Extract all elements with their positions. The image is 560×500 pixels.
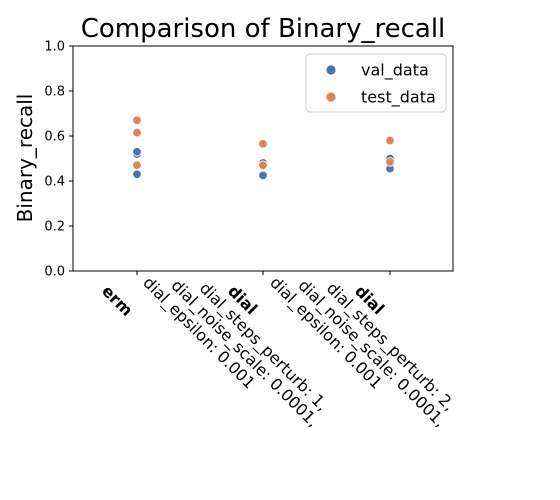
test_data-point — [132, 115, 142, 125]
legend-label: test_data — [361, 88, 436, 108]
test_data-point — [132, 127, 142, 138]
test_data-point — [132, 160, 142, 170]
legend-marker-test_data — [325, 91, 337, 103]
y-axis-ticks: 0.0 0.2 0.4 0.6 0.8 1.0 — [44, 40, 73, 280]
y-tick-label: 0.0 — [44, 265, 65, 280]
x-tick-label: erm — [98, 281, 136, 319]
val_data-point — [132, 169, 142, 179]
legend-label: val_data — [361, 61, 429, 81]
legend-marker-val_data — [325, 64, 337, 76]
data-points — [132, 115, 395, 181]
test_data-point — [258, 139, 268, 149]
y-axis-label: Binary_recall — [13, 94, 37, 223]
y-tick-label: 1.0 — [44, 40, 65, 55]
x-tick-label-group: erm — [98, 281, 136, 319]
val_data-point — [132, 147, 142, 157]
test_data-point — [258, 160, 268, 170]
test_data-point — [385, 157, 395, 167]
val_data-point — [258, 170, 268, 181]
y-tick-label: 0.8 — [44, 85, 65, 100]
legend: val_data test_data — [305, 53, 447, 113]
y-tick-label: 0.2 — [44, 220, 65, 235]
y-tick-label: 0.6 — [44, 130, 65, 145]
legend-box — [305, 53, 447, 113]
test_data-point — [385, 135, 395, 146]
y-tick-label: 0.4 — [44, 175, 65, 190]
chart-title: Comparison of Binary_recall — [81, 14, 446, 44]
